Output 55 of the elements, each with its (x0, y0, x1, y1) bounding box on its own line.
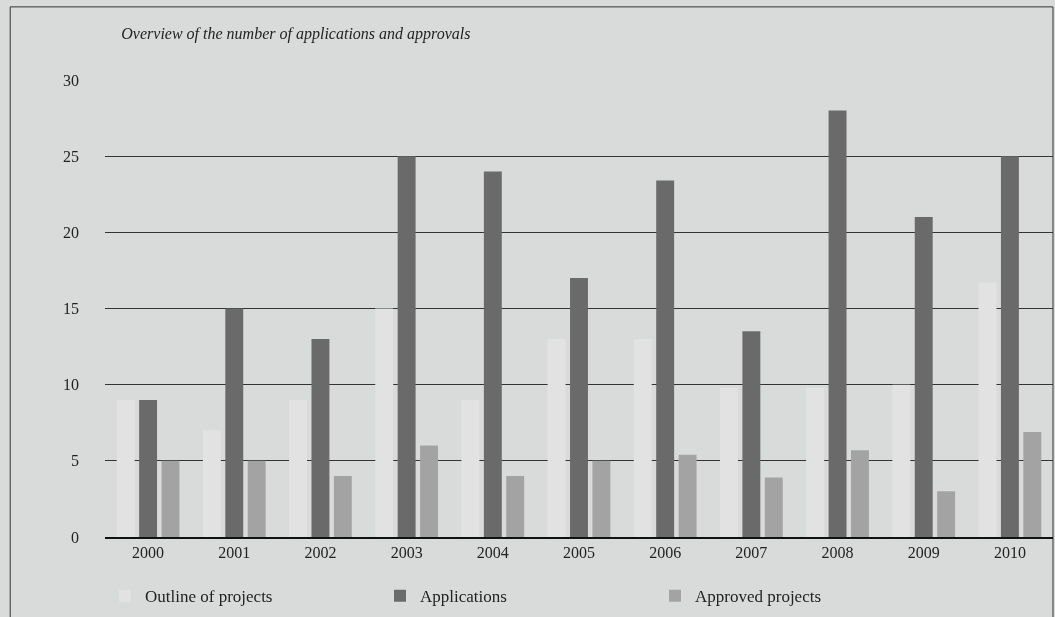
x-tick-label: 2003 (390, 543, 423, 561)
bar (247, 460, 266, 537)
x-tick-label: 2001 (218, 543, 251, 561)
bar (828, 110, 847, 537)
chart-title: Overview of the number of applications and approvals (121, 24, 471, 43)
bar (678, 454, 697, 537)
bar (420, 445, 439, 537)
bar (547, 338, 566, 537)
x-tick-label: 2005 (563, 543, 595, 561)
bar (202, 430, 221, 537)
bar (806, 387, 825, 537)
bar (592, 460, 611, 537)
bar (461, 399, 480, 537)
bar (225, 308, 244, 537)
bar (742, 331, 761, 537)
x-tick-label: 2009 (907, 543, 940, 561)
y-tick-label: 10 (63, 376, 79, 394)
x-tick-label: 2010 (993, 543, 1026, 561)
bar (116, 399, 135, 537)
bar (914, 217, 933, 537)
y-tick-label: 0 (71, 528, 79, 546)
y-tick-label: 30 (63, 71, 79, 89)
bar (978, 282, 997, 537)
bar (397, 156, 416, 537)
bar (570, 278, 588, 537)
x-tick-label: 2002 (304, 543, 337, 561)
bar (764, 477, 783, 537)
bar (850, 450, 869, 537)
bar (333, 476, 352, 537)
bar (483, 171, 502, 537)
bar (139, 399, 158, 537)
y-tick-label: 20 (63, 223, 79, 241)
bar (937, 491, 956, 537)
bar (161, 460, 180, 537)
bar (892, 384, 911, 537)
bar (506, 476, 525, 537)
bar (1000, 156, 1019, 537)
bar (289, 399, 308, 537)
bar (375, 308, 394, 537)
y-tick-label: 15 (63, 300, 79, 318)
bar (633, 338, 652, 537)
legend-label: Applications (420, 587, 507, 607)
x-tick-label: 2006 (649, 543, 682, 561)
bar (311, 338, 330, 537)
bar (1023, 431, 1042, 537)
bar (656, 180, 675, 537)
x-tick-label: 2008 (821, 543, 854, 561)
x-tick-label: 2000 (132, 543, 165, 561)
legend-label: Outline of projects (145, 587, 273, 607)
x-tick-label: 2007 (735, 543, 768, 561)
y-tick-label: 25 (63, 147, 79, 165)
legend-label: Approved projects (695, 587, 822, 607)
x-tick-label: 2004 (476, 543, 509, 561)
bar (719, 387, 738, 537)
y-tick-label: 5 (71, 452, 79, 470)
